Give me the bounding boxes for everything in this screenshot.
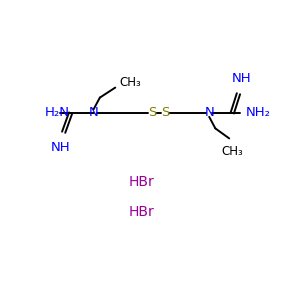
Text: S: S: [161, 106, 170, 119]
Text: CH₃: CH₃: [120, 76, 142, 89]
Text: NH: NH: [51, 142, 70, 154]
Text: CH₃: CH₃: [221, 145, 243, 158]
Text: HBr: HBr: [129, 205, 155, 219]
Text: NH: NH: [232, 71, 251, 85]
Text: S: S: [148, 106, 156, 119]
Text: NH₂: NH₂: [246, 106, 271, 119]
Text: N: N: [89, 106, 99, 119]
Text: H₂N: H₂N: [44, 106, 69, 119]
Text: HBr: HBr: [129, 175, 155, 189]
Text: N: N: [204, 106, 214, 119]
